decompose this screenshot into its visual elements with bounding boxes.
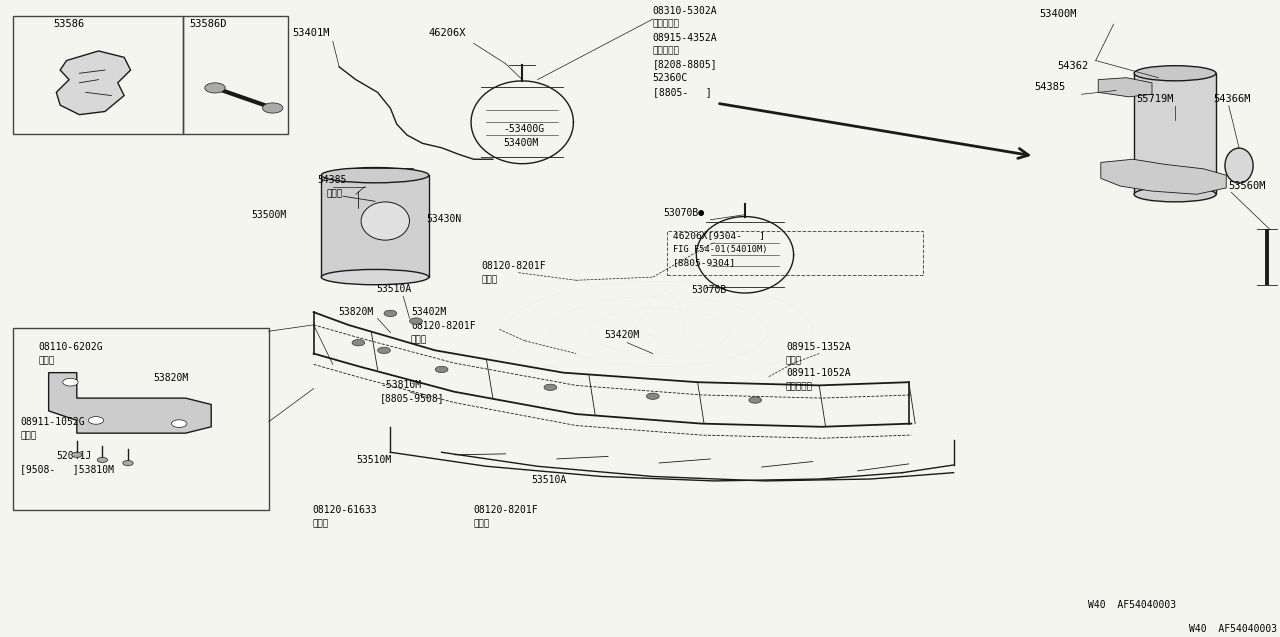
Text: 08110-6202G: 08110-6202G	[38, 342, 102, 352]
Text: ボルト: ボルト	[312, 519, 329, 528]
Text: -53810M: -53810M	[380, 380, 421, 390]
Text: ナット: ナット	[20, 431, 37, 440]
Text: [8805-   ]: [8805- ]	[653, 87, 712, 97]
Text: 53500M: 53500M	[251, 210, 287, 220]
Text: 53070B●: 53070B●	[663, 208, 704, 218]
Text: 08120-61633: 08120-61633	[312, 505, 376, 515]
Text: 非販売: 非販売	[326, 190, 343, 199]
Circle shape	[410, 318, 422, 324]
Circle shape	[172, 420, 187, 427]
Ellipse shape	[321, 168, 429, 183]
Text: 08310-5302A: 08310-5302A	[653, 6, 717, 16]
Circle shape	[205, 83, 225, 93]
Bar	[183, 16, 288, 134]
Polygon shape	[321, 175, 429, 277]
Text: 53400M: 53400M	[503, 138, 539, 148]
Text: 53420M: 53420M	[604, 329, 640, 340]
Circle shape	[544, 384, 557, 390]
Text: ボルト: ボルト	[38, 357, 55, 366]
Circle shape	[435, 366, 448, 373]
Text: 53402M: 53402M	[411, 307, 447, 317]
Circle shape	[262, 103, 283, 113]
Polygon shape	[56, 51, 131, 115]
Circle shape	[72, 452, 82, 457]
Text: 52360C: 52360C	[653, 73, 689, 83]
Text: 08915-1352A: 08915-1352A	[786, 341, 850, 352]
Text: [8805-9508]: [8805-9508]	[380, 393, 444, 403]
Text: 52041J: 52041J	[56, 450, 92, 461]
Circle shape	[749, 397, 762, 403]
Polygon shape	[1098, 78, 1152, 97]
Text: 53510A: 53510A	[531, 475, 567, 485]
Text: 53400M: 53400M	[1039, 9, 1076, 19]
Circle shape	[88, 417, 104, 424]
Text: ワッシャー: ワッシャー	[653, 47, 680, 55]
Text: ボルト: ボルト	[481, 275, 498, 284]
Text: 54366M: 54366M	[1213, 94, 1251, 104]
Text: 53401M: 53401M	[292, 28, 329, 38]
Text: ワッシャー: ワッシャー	[786, 383, 813, 392]
Text: W40  AF54040003: W40 AF54040003	[1088, 600, 1176, 610]
Text: -53400G: -53400G	[503, 124, 544, 134]
Text: 53586: 53586	[54, 18, 84, 29]
Text: [8208-8805]: [8208-8805]	[653, 59, 717, 69]
Text: [9508-   ]53810M: [9508- ]53810M	[20, 464, 114, 475]
Text: W40  AF54040003: W40 AF54040003	[1189, 624, 1277, 634]
Text: 46206X: 46206X	[429, 28, 466, 38]
Ellipse shape	[1225, 148, 1253, 183]
Circle shape	[97, 457, 108, 462]
Text: 08120-8201F: 08120-8201F	[474, 505, 538, 515]
Text: 53070B: 53070B	[691, 285, 727, 295]
Text: 54385: 54385	[1034, 82, 1065, 92]
Bar	[1134, 73, 1216, 194]
Text: 53820M: 53820M	[154, 373, 189, 383]
Text: ナット: ナット	[786, 356, 803, 365]
Ellipse shape	[1134, 66, 1216, 81]
Text: 55719M: 55719M	[1137, 94, 1174, 104]
Text: 08915-4352A: 08915-4352A	[653, 32, 717, 43]
Text: [8805-9304]: [8805-9304]	[673, 259, 736, 268]
Text: FIG F54-01(54010M): FIG F54-01(54010M)	[673, 245, 768, 254]
Text: スクリュー: スクリュー	[653, 20, 680, 29]
Text: 54362: 54362	[1057, 61, 1088, 71]
Text: 54385: 54385	[317, 175, 347, 185]
Polygon shape	[49, 373, 211, 433]
Text: 53820M: 53820M	[338, 307, 374, 317]
Ellipse shape	[321, 269, 429, 285]
Text: 53586D: 53586D	[189, 18, 227, 29]
Circle shape	[384, 310, 397, 317]
Ellipse shape	[361, 202, 410, 240]
Text: ボルト: ボルト	[474, 519, 490, 528]
Text: ボルト: ボルト	[411, 336, 428, 345]
Circle shape	[352, 340, 365, 346]
Bar	[13, 328, 269, 510]
Text: 08911-1052G: 08911-1052G	[20, 417, 84, 427]
Ellipse shape	[1134, 187, 1216, 202]
Circle shape	[123, 461, 133, 466]
Circle shape	[378, 347, 390, 354]
Text: 46206X[9304-   ]: 46206X[9304- ]	[673, 231, 765, 240]
Text: 08120-8201F: 08120-8201F	[481, 261, 545, 271]
Polygon shape	[1101, 159, 1226, 194]
Text: 53430N: 53430N	[426, 214, 462, 224]
Text: 53560M: 53560M	[1229, 181, 1266, 191]
Bar	[13, 16, 183, 134]
Text: 53510M: 53510M	[356, 455, 392, 465]
Circle shape	[646, 393, 659, 399]
Text: 53510A: 53510A	[376, 284, 412, 294]
Circle shape	[63, 378, 78, 386]
Text: 08120-8201F: 08120-8201F	[411, 321, 475, 331]
Text: 08911-1052A: 08911-1052A	[786, 368, 850, 378]
